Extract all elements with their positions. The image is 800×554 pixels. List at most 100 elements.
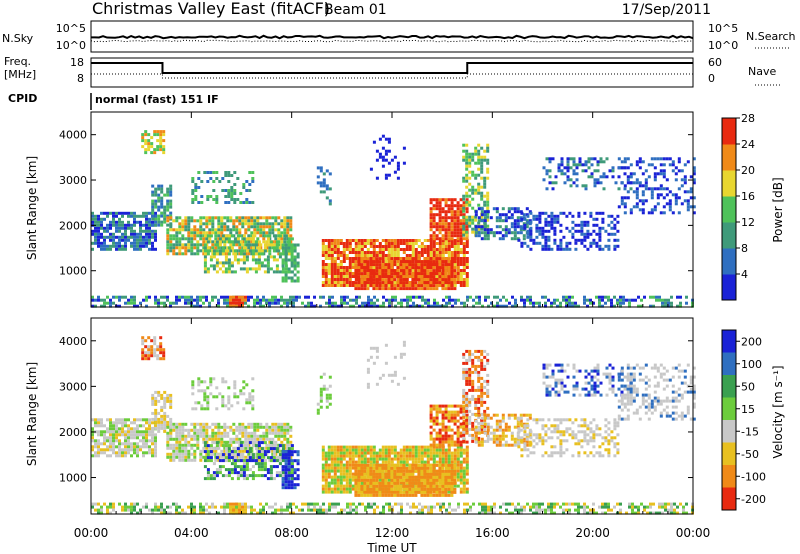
echo-cell [274, 216, 278, 220]
echo-cell [169, 225, 173, 229]
echo-cell [321, 463, 325, 467]
echo-cell [278, 474, 282, 478]
echo-cell [486, 237, 490, 241]
echo-cell [351, 457, 355, 461]
echo-cell [456, 272, 460, 275]
echo-cell [363, 266, 367, 270]
echo-cell [121, 244, 124, 248]
echo-cell [610, 220, 614, 224]
echo-cell [211, 295, 214, 299]
echo-cell [447, 239, 451, 242]
echo-cell [175, 434, 179, 438]
echo-cell [206, 474, 210, 478]
echo-cell [423, 287, 427, 291]
echo-cell [453, 231, 457, 235]
echo-cell [435, 228, 439, 232]
echo-cell [211, 219, 215, 223]
echo-cell [229, 231, 233, 235]
echo-cell [444, 231, 448, 235]
echo-cell [590, 175, 594, 179]
echo-cell [220, 295, 223, 299]
echo-cell [212, 447, 216, 451]
echo-cell [160, 199, 164, 203]
echo-cell [257, 441, 261, 445]
echo-cell [206, 270, 210, 274]
echo-cell [357, 284, 361, 288]
echo-cell [260, 462, 264, 466]
echo-cell [339, 284, 343, 287]
echo-cell [456, 204, 460, 208]
echo-cell [396, 239, 400, 242]
echo-cell [342, 466, 346, 470]
echo-cell [275, 264, 279, 268]
echo-cell [339, 272, 343, 275]
echo-cell [393, 272, 397, 276]
echo-cell [483, 185, 487, 189]
echo-cell [447, 225, 451, 229]
echo-cell [224, 234, 228, 238]
echo-cell [289, 434, 293, 438]
echo-cell [233, 383, 237, 387]
echo-cell [136, 232, 139, 236]
echo-cell [233, 171, 237, 174]
echo-cell [259, 458, 263, 462]
echo-cell [572, 169, 576, 173]
echo-cell [190, 295, 193, 299]
echo-cell [444, 278, 448, 282]
echo-cell [217, 425, 221, 429]
echo-cell [100, 421, 103, 425]
echo-cell [226, 301, 229, 305]
echo-cell [390, 263, 394, 267]
echo-cell [321, 263, 325, 266]
echo-cell [91, 247, 94, 251]
echo-cell [178, 225, 182, 229]
echo-cell [342, 490, 346, 494]
echo-cell [420, 254, 424, 257]
echo-cell [191, 192, 195, 195]
echo-cell [553, 217, 557, 221]
echo-cell [387, 266, 391, 270]
echo-cell [124, 448, 127, 452]
echo-cell [641, 199, 645, 203]
echo-cell [572, 157, 576, 161]
echo-cell [224, 459, 228, 463]
echo-cell [272, 258, 276, 262]
echo-cell [513, 225, 517, 229]
echo-cell [396, 257, 400, 261]
echo-cell [351, 248, 355, 251]
echo-cell [574, 301, 577, 305]
echo-cell [178, 428, 182, 432]
echo-cell [211, 298, 214, 302]
echo-cell [266, 267, 270, 271]
echo-cell [239, 192, 243, 195]
echo-cell [351, 448, 355, 452]
echo-cell [115, 220, 118, 224]
echo-cell [218, 180, 222, 183]
echo-cell [253, 231, 257, 235]
echo-cell [257, 246, 261, 250]
echo-cell [160, 295, 163, 299]
echo-cell [157, 199, 161, 203]
echo-cell [283, 231, 287, 235]
echo-cell [599, 181, 603, 185]
echo-cell [151, 214, 154, 218]
echo-cell [184, 216, 188, 220]
echo-cell [402, 239, 406, 242]
echo-cell [384, 263, 388, 267]
echo-cell [324, 254, 328, 257]
echo-cell [250, 252, 254, 256]
echo-cell [626, 181, 630, 185]
echo-cell [274, 295, 277, 299]
echo-cell [286, 228, 290, 232]
echo-cell [242, 186, 246, 189]
echo-cell [151, 442, 154, 446]
echo-cell [205, 431, 209, 435]
echo-cell [559, 223, 563, 227]
echo-cell [342, 454, 346, 458]
echo-cell [453, 222, 457, 226]
echo-cell [465, 152, 469, 156]
echo-cell [516, 216, 520, 220]
echo-cell [438, 248, 442, 251]
echo-cell [103, 235, 106, 239]
echo-cell [330, 478, 334, 482]
